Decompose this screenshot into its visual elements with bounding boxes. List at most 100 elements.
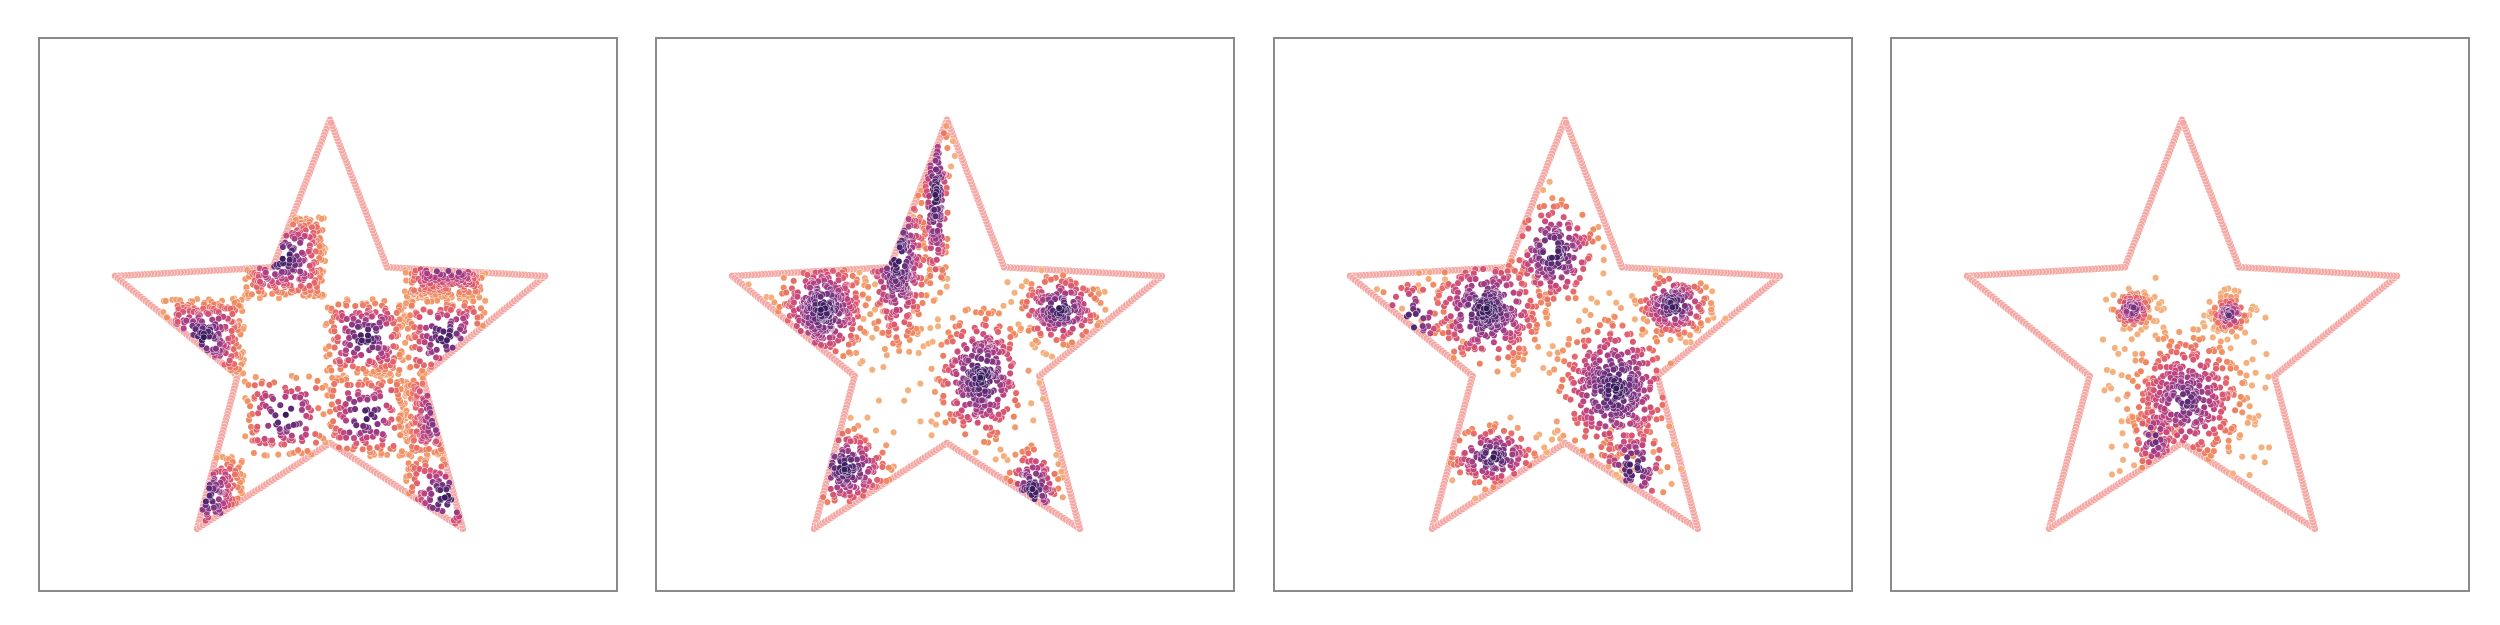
data-point <box>1528 328 1536 336</box>
data-point <box>402 268 410 277</box>
data-point <box>253 423 261 431</box>
data-point <box>1007 298 1015 306</box>
data-point <box>363 396 371 404</box>
data-point <box>1631 315 1639 323</box>
data-point <box>850 425 858 433</box>
data-point <box>1518 280 1526 288</box>
data-point <box>432 353 440 362</box>
data-point <box>396 431 404 439</box>
data-point <box>964 357 972 365</box>
data-point <box>427 361 435 369</box>
data-point <box>1068 338 1076 347</box>
data-point <box>823 498 831 506</box>
data-point <box>371 394 379 402</box>
data-point <box>477 304 485 312</box>
data-point <box>903 312 911 320</box>
data-point <box>849 272 857 280</box>
data-point <box>1012 389 1020 397</box>
data-point <box>393 309 401 317</box>
data-point <box>926 324 934 332</box>
data-point <box>1650 284 1658 292</box>
data-point <box>1517 435 1525 443</box>
data-point <box>1562 202 1570 211</box>
data-point <box>325 350 334 359</box>
data-point <box>838 430 846 438</box>
data-point <box>883 264 891 272</box>
data-point <box>1571 436 1579 445</box>
data-point <box>874 317 882 325</box>
data-point <box>357 351 365 359</box>
data-point <box>931 157 940 165</box>
data-point <box>1629 338 1637 346</box>
data-point <box>354 323 362 331</box>
data-point <box>1655 446 1663 454</box>
data-point <box>421 467 429 475</box>
scatter-plot-2 <box>728 116 1166 533</box>
data-point <box>1455 436 1463 444</box>
data-point <box>1006 369 1014 377</box>
data-point <box>846 437 854 445</box>
data-point <box>298 249 306 257</box>
data-point <box>863 414 872 422</box>
data-point <box>311 430 319 438</box>
data-point <box>1052 451 1060 459</box>
data-point <box>344 356 353 364</box>
data-point <box>1572 294 1580 302</box>
data-point <box>345 428 353 436</box>
data-point <box>859 290 867 299</box>
data-point <box>1041 278 1049 286</box>
data-point <box>1611 313 1619 321</box>
data-point <box>1525 216 1533 224</box>
data-point <box>1530 449 1538 458</box>
data-point <box>977 355 985 363</box>
data-point <box>846 414 855 422</box>
data-point <box>938 266 946 274</box>
data-point <box>892 306 901 314</box>
data-point <box>174 318 182 326</box>
data-point <box>296 267 304 276</box>
data-point <box>1539 186 1547 194</box>
data-point <box>1055 304 1063 312</box>
data-point <box>1593 432 1601 441</box>
data-point <box>433 267 441 275</box>
data-point <box>806 284 814 292</box>
data-point <box>953 399 961 407</box>
data-point <box>343 315 351 323</box>
data-point <box>845 340 853 349</box>
data-point <box>1653 367 1661 375</box>
data-point <box>864 283 872 291</box>
data-point <box>1553 355 1562 363</box>
data-point <box>1559 432 1567 440</box>
data-point <box>251 381 259 389</box>
data-point <box>345 395 353 403</box>
data-point <box>1609 322 1617 330</box>
data-point <box>175 311 183 319</box>
data-point <box>958 406 966 414</box>
data-point <box>1628 431 1636 440</box>
data-point <box>905 348 913 356</box>
data-point <box>364 331 372 340</box>
data-point <box>1581 307 1589 315</box>
data-point <box>329 387 337 395</box>
data-point <box>1509 349 1517 357</box>
data-point <box>780 274 788 282</box>
data-point <box>937 273 945 281</box>
data-point <box>1003 278 1012 286</box>
data-point <box>441 494 449 502</box>
data-point <box>1587 295 1595 303</box>
data-point <box>250 449 258 457</box>
data-point <box>1559 376 1567 384</box>
data-point <box>947 162 955 171</box>
data-point <box>1650 439 1658 447</box>
data-point <box>1398 305 1406 313</box>
data-point <box>930 206 938 214</box>
data-point <box>978 396 986 404</box>
data-point <box>1018 456 1027 464</box>
data-point <box>829 267 837 275</box>
data-point <box>298 406 306 414</box>
data-point <box>279 243 287 251</box>
scatter-plot-1 <box>111 116 549 533</box>
data-point <box>866 310 874 318</box>
data-point <box>910 205 918 213</box>
data-point <box>313 377 322 385</box>
